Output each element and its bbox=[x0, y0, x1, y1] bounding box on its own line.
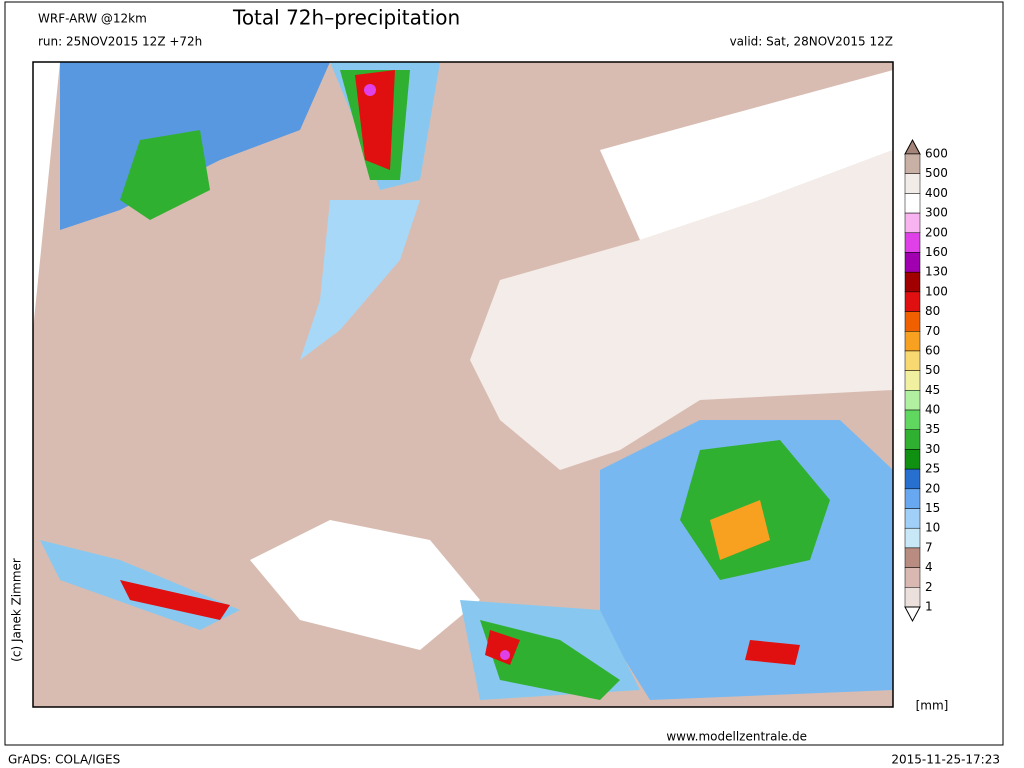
colorbar-cell bbox=[904, 587, 921, 608]
map-border bbox=[32, 61, 894, 708]
colorbar-label: 300 bbox=[925, 206, 948, 220]
colorbar-label: 80 bbox=[925, 304, 940, 318]
precip-green bbox=[120, 130, 210, 220]
colorbar-cell bbox=[904, 488, 921, 509]
colorbar-cell bbox=[904, 311, 921, 332]
colorbar-label: 35 bbox=[925, 422, 940, 436]
colorbar-cell bbox=[904, 212, 921, 234]
colorbar-cell bbox=[904, 173, 921, 194]
colorbar-cell bbox=[904, 232, 921, 253]
colorbar-label: 25 bbox=[925, 462, 940, 476]
colorbar-label: 160 bbox=[925, 245, 948, 259]
colorbar-label: 15 bbox=[925, 501, 940, 515]
colorbar-cell bbox=[904, 547, 921, 568]
model-label: WRF-ARW @12km bbox=[38, 12, 147, 26]
colorbar-cell bbox=[904, 390, 921, 411]
colorbar-label: 60 bbox=[925, 343, 940, 357]
colorbar-cell bbox=[904, 291, 921, 312]
timestamp: 2015-11-25-17:23 bbox=[891, 753, 1000, 767]
colorbar-cell bbox=[904, 350, 921, 371]
unit-label: [mm] bbox=[916, 699, 949, 713]
colorbar-cell bbox=[904, 252, 921, 273]
colorbar-label: 45 bbox=[925, 383, 940, 397]
colorbar-label: 200 bbox=[925, 225, 948, 239]
title: Total 72h–precipitation bbox=[232, 6, 460, 30]
colorbar-label: 70 bbox=[925, 324, 940, 338]
software-credit: GrADS: COLA/IGES bbox=[8, 753, 120, 767]
colorbar-cell bbox=[904, 153, 921, 174]
colorbar-label: 1 bbox=[925, 600, 933, 614]
colorbar-label: 30 bbox=[925, 442, 940, 456]
colorbar-label: 4 bbox=[925, 560, 933, 574]
precip-red bbox=[120, 580, 230, 620]
run-label: run: 25NOV2015 12Z +72h bbox=[38, 35, 202, 49]
colorbar-cell bbox=[904, 567, 921, 588]
colorbar-label: 400 bbox=[925, 186, 948, 200]
colorbar-cap bbox=[904, 606, 921, 623]
map bbox=[32, 61, 894, 708]
colorbar-label: 40 bbox=[925, 403, 940, 417]
colorbar-label: 2 bbox=[925, 580, 933, 594]
colorbar-label: 20 bbox=[925, 481, 940, 495]
colorbar-label: 7 bbox=[925, 540, 933, 554]
author-credit: (c) Janek Zimmer bbox=[10, 558, 24, 662]
precip-red bbox=[745, 640, 800, 665]
precip-blue bbox=[300, 200, 420, 360]
precip-peak bbox=[500, 650, 510, 660]
colorbar: 600 500 400 300 200 160 130 100 80 70 60 50 45 40 35 30… bbox=[904, 138, 948, 623]
colorbar-label: 600 bbox=[925, 147, 948, 161]
precip-orange bbox=[710, 500, 770, 560]
colorbar-label: 100 bbox=[925, 284, 948, 298]
colorbar-cell bbox=[904, 508, 921, 529]
dry-area bbox=[600, 70, 893, 240]
valid-label: valid: Sat, 28NOV2015 12Z bbox=[730, 35, 893, 49]
colorbar-cell bbox=[904, 429, 921, 450]
dry-area bbox=[470, 150, 893, 470]
site-credit: www.modellzentrale.de bbox=[666, 730, 807, 744]
colorbar-cell bbox=[904, 370, 921, 391]
colorbar-cell bbox=[904, 193, 921, 214]
colorbar-label: 500 bbox=[925, 166, 948, 180]
colorbar-cell bbox=[904, 409, 921, 430]
colorbar-cell bbox=[904, 271, 921, 293]
precip-red bbox=[485, 630, 520, 665]
precip-peak bbox=[364, 84, 376, 96]
dry-area bbox=[250, 520, 480, 650]
colorbar-cell bbox=[904, 527, 921, 549]
precip-red bbox=[355, 70, 395, 170]
colorbar-cell bbox=[904, 449, 921, 470]
colorbar-label: 10 bbox=[925, 521, 940, 535]
colorbar-cell bbox=[904, 468, 921, 490]
colorbar-cell bbox=[904, 331, 921, 352]
colorbar-label: 50 bbox=[925, 363, 940, 377]
colorbar-label: 130 bbox=[925, 265, 948, 279]
